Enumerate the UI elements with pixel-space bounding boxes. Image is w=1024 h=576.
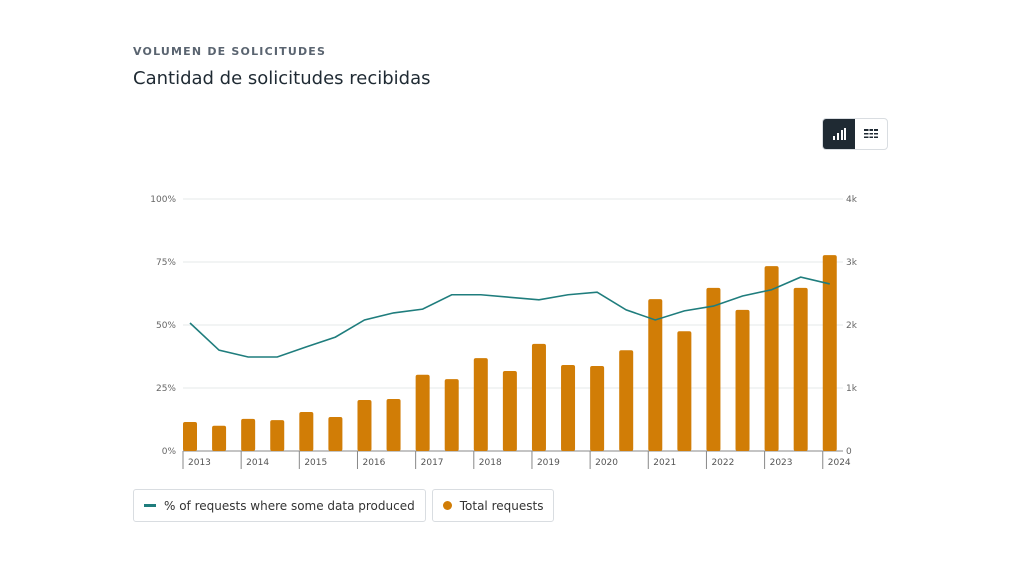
x-tick-label: 2020 (595, 458, 618, 468)
y-right-tick-label: 2k (846, 321, 858, 331)
bar (648, 299, 663, 451)
view-toggle (822, 118, 888, 150)
x-tick-label: 2022 (711, 458, 734, 468)
x-tick-label: 2016 (362, 458, 385, 468)
bar (183, 422, 197, 451)
x-tick-label: 2023 (770, 458, 793, 468)
bar (502, 370, 517, 451)
bar (793, 287, 808, 451)
line-swatch (144, 504, 156, 507)
chart-eyebrow: VOLUMEN DE SOLICITUDES (133, 45, 327, 58)
bar (822, 255, 837, 451)
bar (619, 350, 634, 451)
bar (328, 416, 343, 451)
bar (444, 379, 459, 451)
bar (299, 411, 314, 451)
x-tick-label: 2024 (828, 458, 851, 468)
x-tick-label: 2013 (188, 458, 211, 468)
bar (415, 374, 430, 451)
combo-chart: 0% 0 25% 1k 50% 2k 75% 3k 100% 4k 2013 2014 2015 2016… (150, 195, 858, 469)
bar (270, 420, 285, 451)
y-right-tick-label: 1k (846, 384, 858, 394)
legend-item-bar[interactable]: Total requests (431, 489, 555, 522)
bar (706, 287, 721, 451)
y-left-tick-label: 50% (156, 321, 176, 331)
y-left-tick-label: 100% (150, 195, 176, 205)
chart-view-button[interactable] (823, 119, 855, 149)
bar (241, 418, 256, 451)
bar (212, 425, 227, 451)
table-icon (864, 129, 878, 139)
line-series (189, 276, 830, 358)
legend-item-line[interactable]: % of requests where some data produced (133, 489, 426, 522)
y-right-tick-label: 0 (846, 447, 852, 457)
x-tick-label: 2018 (479, 458, 502, 468)
bar (531, 343, 546, 451)
bar (735, 309, 750, 451)
bar-chart-icon (833, 128, 846, 140)
bar (764, 266, 779, 451)
y-left-tick-label: 0% (162, 447, 177, 457)
bar (386, 399, 401, 451)
legend-label: % of requests where some data produced (164, 498, 415, 513)
legend-label: Total requests (459, 498, 544, 513)
bar (473, 358, 488, 451)
x-tick-label: 2015 (304, 458, 327, 468)
bar-swatch (442, 501, 452, 510)
bar (357, 399, 372, 451)
y-left-tick-label: 75% (156, 258, 176, 268)
x-tick-label: 2019 (537, 458, 560, 468)
legend: % of requests where some data produced T… (133, 489, 555, 522)
y-left-tick-label: 25% (156, 384, 176, 394)
y-right-tick-label: 4k (846, 195, 858, 205)
bar (561, 365, 576, 451)
x-tick-label: 2017 (421, 458, 444, 468)
bar (677, 331, 692, 451)
y-right-tick-label: 3k (846, 258, 858, 268)
x-tick-label: 2021 (653, 458, 676, 468)
table-view-button[interactable] (855, 119, 887, 149)
x-tick-label: 2014 (246, 458, 269, 468)
chart-title: Cantidad de solicitudes recibidas (133, 68, 431, 89)
bar (590, 365, 605, 451)
